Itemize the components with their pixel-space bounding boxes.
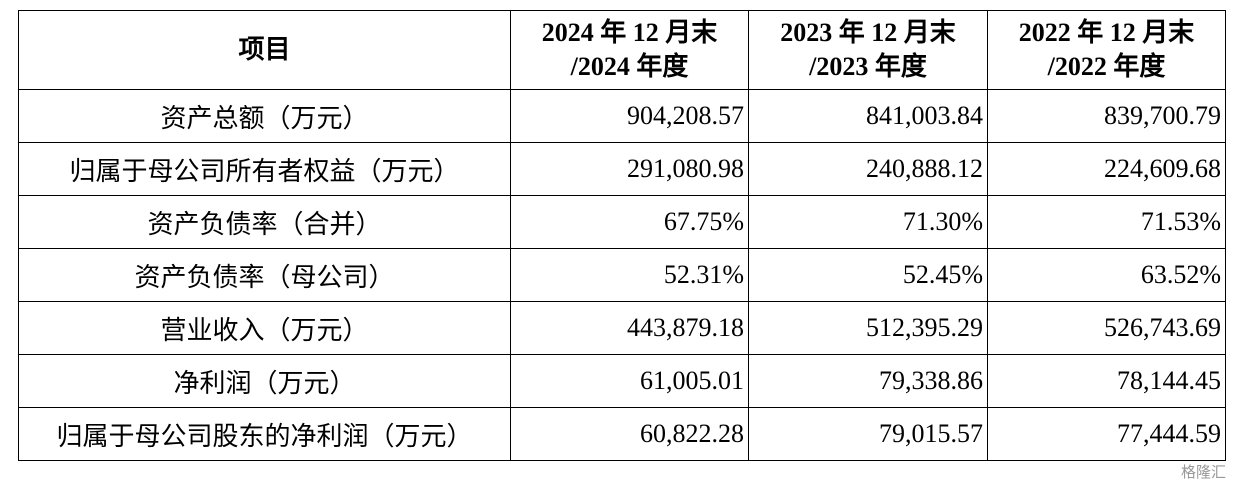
table-row: 营业收入（万元） 443,879.18 512,395.29 526,743.69: [18, 301, 1226, 355]
cell-value: 443,879.18: [510, 301, 749, 355]
table-row: 净利润（万元） 61,005.01 79,338.86 78,144.45: [18, 354, 1226, 408]
header-line: 2024 年 12 月末: [541, 18, 718, 47]
header-line: /2022 年度: [1047, 52, 1166, 81]
cell-value: 67.75%: [510, 195, 749, 249]
row-label: 营业收入（万元）: [18, 301, 511, 355]
cell-value: 52.45%: [748, 248, 988, 302]
row-label: 净利润（万元）: [18, 354, 511, 408]
table-row: 资产总额（万元） 904,208.57 841,003.84 839,700.79: [18, 89, 1226, 143]
cell-value: 71.53%: [987, 195, 1226, 249]
header-line: /2024 年度: [570, 52, 689, 81]
cell-value: 52.31%: [510, 248, 749, 302]
table-body: 资产总额（万元） 904,208.57 841,003.84 839,700.79 归属…: [18, 89, 1226, 461]
header-line: 2023 年 12 月末: [780, 18, 956, 47]
cell-value: 78,144.45: [987, 354, 1226, 408]
header-cell: 2023 年 12 月末/2023 年度: [748, 10, 988, 90]
cell-value: 63.52%: [987, 248, 1226, 302]
header-line: 2022 年 12 月末: [1018, 18, 1195, 47]
row-label: 资产负债率（合并）: [18, 195, 511, 249]
table-row: 资产负债率（合并） 67.75% 71.30% 71.53%: [18, 195, 1226, 249]
row-label: 归属于母公司股东的净利润（万元）: [18, 407, 511, 461]
cell-value: 60,822.28: [510, 407, 749, 461]
cell-value: 79,338.86: [748, 354, 988, 408]
row-label: 资产总额（万元）: [18, 89, 511, 143]
header-cell: 项目: [18, 10, 511, 90]
header-cell: 2024 年 12 月末/2024 年度: [510, 10, 749, 90]
cell-value: 79,015.57: [748, 407, 988, 461]
header-line: /2023 年度: [809, 52, 927, 81]
cell-value: 240,888.12: [748, 142, 988, 196]
cell-value: 512,395.29: [748, 301, 988, 355]
cell-value: 839,700.79: [987, 89, 1226, 143]
header-line: 项目: [238, 35, 291, 64]
data-table: 项目 2024 年 12 月末/2024 年度 2023 年 12 月末/2023 …: [18, 10, 1226, 461]
cell-value: 224,609.68: [987, 142, 1226, 196]
watermark: 格隆汇: [1180, 463, 1226, 481]
cell-value: 291,080.98: [510, 142, 749, 196]
cell-value: 526,743.69: [987, 301, 1226, 355]
cell-value: 61,005.01: [510, 354, 749, 408]
table-row: 资产负债率（母公司） 52.31% 52.45% 63.52%: [18, 248, 1226, 302]
row-label: 资产负债率（母公司）: [18, 248, 511, 302]
table-row: 归属于母公司股东的净利润（万元） 60,822.28 79,015.57 77,444…: [18, 407, 1226, 461]
cell-value: 841,003.84: [748, 89, 988, 143]
cell-value: 71.30%: [748, 195, 988, 249]
row-label: 归属于母公司所有者权益（万元）: [18, 142, 511, 196]
header-cell: 2022 年 12 月末/2022 年度: [987, 10, 1226, 90]
cell-value: 77,444.59: [987, 407, 1226, 461]
cell-value: 904,208.57: [510, 89, 749, 143]
table-row: 归属于母公司所有者权益（万元） 291,080.98 240,888.12 224,6…: [18, 142, 1226, 196]
header-row: 项目 2024 年 12 月末/2024 年度 2023 年 12 月末/2023 …: [18, 10, 1226, 90]
